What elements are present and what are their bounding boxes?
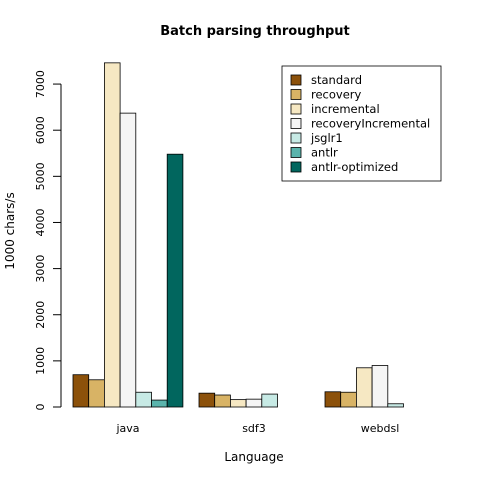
bar-antlr-java <box>151 399 168 408</box>
bar-recoveryIncremental-sdf3 <box>245 398 263 408</box>
bar-antlr-optimized-java <box>166 153 184 408</box>
bars-group <box>72 62 404 408</box>
bar-recovery-java <box>88 379 105 408</box>
bar-jsglr1-webdsl <box>387 403 404 408</box>
x-tick-label-webdsl: webdsl <box>361 422 400 435</box>
legend-label-incremental: incremental <box>311 102 380 116</box>
bar-jsglr1-java <box>135 391 152 408</box>
legend-swatch-recovery <box>290 89 302 100</box>
x-tick-label-sdf3: sdf3 <box>242 422 266 435</box>
legend-label-standard: standard <box>311 73 362 87</box>
x-tick-labels: java sdf3 webdsl <box>115 422 399 435</box>
bar-recoveryIncremental-java <box>119 112 137 408</box>
legend: standardrecoveryincrementalrecoveryIncre… <box>281 65 442 182</box>
bar-jsglr1-sdf3 <box>261 393 278 408</box>
legend-swatch-antlr-optimized <box>290 161 302 173</box>
legend-swatch-incremental <box>290 103 302 115</box>
x-axis-label: Language <box>224 450 283 464</box>
y-tick-label: 2000 <box>34 301 47 329</box>
bar-recovery-sdf3 <box>214 394 231 408</box>
bar-standard-sdf3 <box>198 392 216 408</box>
y-axis-label: 1000 chars/s <box>3 192 17 269</box>
y-tick-label: 3000 <box>34 255 47 283</box>
bar-incremental-sdf3 <box>229 399 247 408</box>
y-tick-label: 4000 <box>34 208 47 236</box>
y-tick-label: 0 <box>34 404 47 411</box>
legend-label-jsglr1: jsglr1 <box>310 131 343 145</box>
legend-swatch-recoveryIncremental <box>290 118 302 129</box>
legend-swatch-jsglr1 <box>290 132 302 144</box>
bar-recoveryIncremental-webdsl <box>371 365 389 408</box>
y-tick-label: 7000 <box>34 70 47 98</box>
x-tick-label-java: java <box>115 422 139 435</box>
bar-incremental-java <box>104 62 121 408</box>
legend-label-recovery: recovery <box>311 88 362 102</box>
bar-recovery-webdsl <box>340 391 357 408</box>
y-tick-label: 6000 <box>34 116 47 144</box>
legend-label-antlr: antlr <box>311 146 338 160</box>
legend-swatch-standard <box>290 74 302 86</box>
y-tick-label: 5000 <box>34 162 47 190</box>
bar-standard-webdsl <box>324 391 342 408</box>
legend-label-recoveryIncremental: recoveryIncremental <box>311 117 430 131</box>
chart-title: Batch parsing throughput <box>160 24 350 39</box>
legend-label-antlr-optimized: antlr-optimized <box>311 160 398 174</box>
legend-swatch-antlr <box>290 147 302 158</box>
bar-incremental-webdsl <box>355 367 373 408</box>
bar-standard-java <box>72 374 90 408</box>
legend-frame <box>281 65 442 182</box>
y-axis: 0 1000 2000 3000 4000 5000 6000 7000 <box>34 70 62 411</box>
y-tick-label: 1000 <box>34 347 47 375</box>
